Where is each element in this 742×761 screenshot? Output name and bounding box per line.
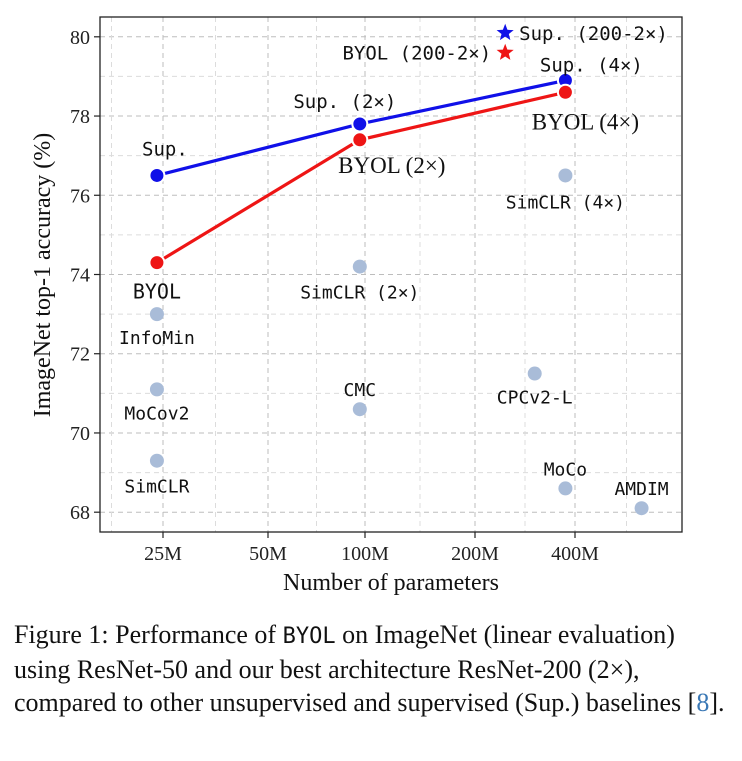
point-label: Sup. (2×) [293,91,396,113]
point-label: MoCov2 [124,403,189,424]
point-label: InfoMin [119,328,195,349]
point-label: BYOL (2×) [338,153,445,178]
baseline-point [558,481,573,496]
star-marker [496,43,514,60]
citation-link[interactable]: 8 [696,688,710,717]
y-axis-title: ImageNet top-1 accuracy (%) [30,133,56,418]
sup-point [148,166,166,184]
baseline-point [634,501,649,516]
point-label: MoCo [544,459,587,480]
baseline-point [149,453,164,468]
point-labels: Sup. Sup. (2×) Sup. (4×) BYOL BYOL (2×) BYOL … [119,23,669,500]
data-points [148,23,649,516]
caption-prefix: Figure 1: Performance of [14,620,283,649]
x-tick-label: 100M [341,543,389,565]
caption-suffix: ]. [709,688,725,717]
y-tick-label: 80 [70,27,90,49]
baseline-point [149,307,164,322]
y-tick-label: 74 [70,265,90,287]
caption-code: BYOL [282,624,336,649]
point-label: CPCv2-L [497,388,573,409]
caption-text: on ImageNet (linear evaluation) using Re… [14,620,697,717]
chart-area: 68 70 72 74 76 78 80 25M 50M 100M 200M 400M Sup. Sup… [30,16,683,596]
sup-point [351,115,369,133]
x-tick-label: 400M [551,543,599,565]
x-tick-label: 200M [451,543,499,565]
star-marker [496,23,514,41]
point-label: SimCLR (2×) [300,283,419,304]
point-label: BYOL (200-2×) [342,43,491,65]
point-label: BYOL (4×) [532,109,639,134]
point-label: Sup. (200-2×) [519,23,668,45]
y-tick-label: 78 [70,106,90,128]
baseline-point [558,168,573,183]
point-label: Sup. (4×) [540,54,643,76]
point-label: CMC [344,380,377,401]
point-label: Sup. [142,138,188,160]
y-tick-label: 76 [70,185,90,207]
ticks: 68 70 72 74 76 78 80 25M 50M 100M 200M 400M [70,27,599,565]
baseline-point [352,402,367,417]
x-tick-label: 25M [144,543,182,565]
baseline-point [149,382,164,397]
byol-point [556,83,574,101]
point-label: SimCLR (4×) [506,192,625,213]
baseline-point [352,259,367,274]
y-tick-label: 70 [70,423,90,445]
byol-point [148,254,166,272]
figure-caption: Figure 1: Performance of BYOL on ImageNe… [14,618,726,719]
y-tick-label: 72 [70,344,90,366]
baseline-point [527,366,542,381]
point-label: SimCLR [124,477,189,498]
x-tick-label: 50M [249,543,287,565]
byol-point [351,131,369,149]
y-tick-label: 68 [70,502,90,524]
point-label: AMDIM [614,479,668,500]
point-label: BYOL [133,280,181,304]
x-axis-title: Number of parameters [283,570,499,596]
